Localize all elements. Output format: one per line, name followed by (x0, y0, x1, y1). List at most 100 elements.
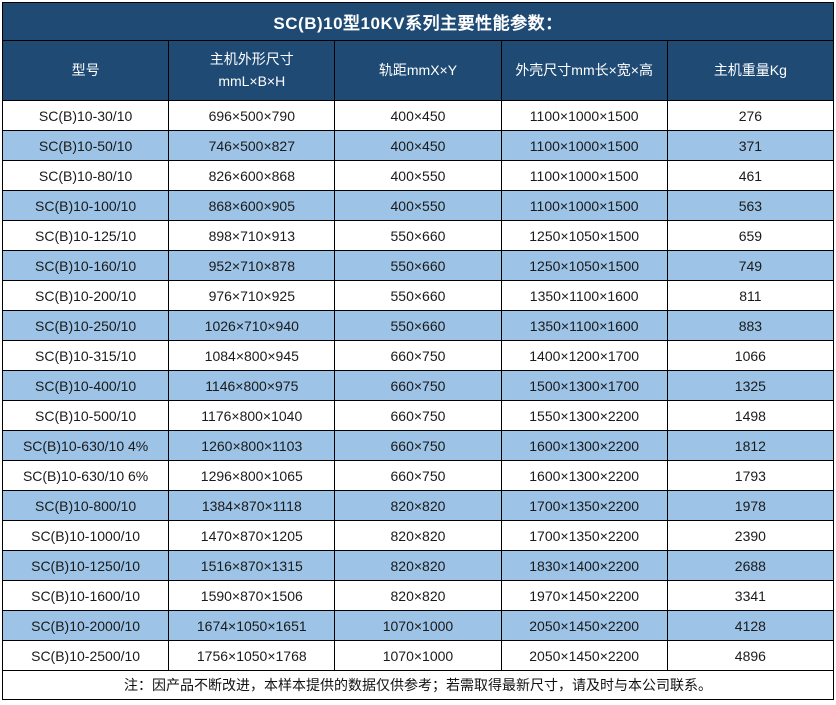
cell-model: SC(B)10-1600/10 (1, 580, 170, 611)
cell-weight: 4896 (666, 640, 835, 671)
cell-rail: 660×750 (334, 430, 502, 461)
cell-model: SC(B)10-2500/10 (1, 640, 170, 671)
cell-dims: 696×500×790 (168, 100, 336, 131)
cell-shell: 1350×1100×1600 (500, 280, 668, 311)
cell-weight: 1066 (666, 340, 835, 371)
cell-rail: 820×820 (334, 550, 502, 581)
cell-shell: 2050×1450×2200 (500, 640, 668, 671)
table-row: SC(B)10-80/10 826×600×868 400×550 1100×1000… (1, 160, 835, 191)
column-header-weight: 主机重量Kg (666, 40, 835, 101)
cell-model: SC(B)10-1000/10 (1, 520, 170, 551)
column-header-dims: 主机外形尺寸 mmL×B×H (168, 40, 336, 101)
cell-shell: 1100×1000×1500 (500, 160, 668, 191)
cell-dims: 1084×800×945 (168, 340, 336, 371)
table-row: SC(B)10-200/10 976×710×925 550×660 1350×110… (1, 280, 835, 311)
cell-rail: 1070×1000 (334, 640, 502, 671)
table-row: SC(B)10-2000/10 1674×1050×1651 1070×1000 20… (1, 610, 835, 641)
cell-dims: 1516×870×1315 (168, 550, 336, 581)
table-row: SC(B)10-1600/10 1590×870×1506 820×820 1970×… (1, 580, 835, 611)
cell-dims: 1026×710×940 (168, 310, 336, 341)
cell-shell: 1250×1050×1500 (500, 220, 668, 251)
table-row: SC(B)10-250/10 1026×710×940 550×660 1350×11… (1, 310, 835, 341)
cell-model: SC(B)10-125/10 (1, 220, 170, 251)
cell-shell: 2050×1450×2200 (500, 610, 668, 641)
cell-model: SC(B)10-500/10 (1, 400, 170, 431)
table-row: SC(B)10-50/10 746×500×827 400×450 1100×1000… (1, 130, 835, 161)
cell-model: SC(B)10-1250/10 (1, 550, 170, 581)
cell-rail: 400×550 (334, 160, 502, 191)
cell-weight: 749 (666, 250, 835, 281)
title-row: SC(B)10型10KV系列主要性能参数： (2, 2, 834, 41)
table-row: SC(B)10-630/10 4% 1260×800×1103 660×750 160… (1, 430, 835, 461)
table-row: SC(B)10-2500/10 1756×1050×1768 1070×1000 20… (1, 640, 835, 671)
table-row: SC(B)10-1250/10 1516×870×1315 820×820 1830×… (1, 550, 835, 581)
cell-rail: 660×750 (334, 400, 502, 431)
cell-rail: 550×660 (334, 220, 502, 251)
cell-rail: 400×450 (334, 100, 502, 131)
cell-dims: 1756×1050×1768 (168, 640, 336, 671)
cell-weight: 2390 (666, 520, 835, 551)
cell-rail: 550×660 (334, 310, 502, 341)
cell-weight: 2688 (666, 550, 835, 581)
cell-rail: 660×750 (334, 460, 502, 491)
cell-weight: 276 (666, 100, 835, 131)
cell-weight: 883 (666, 310, 835, 341)
cell-shell: 1550×1300×2200 (500, 400, 668, 431)
cell-rail: 820×820 (334, 490, 502, 521)
cell-model: SC(B)10-250/10 (1, 310, 170, 341)
column-header-shell: 外壳尺寸mm长×宽×高 (500, 40, 668, 101)
table-row: SC(B)10-160/10 952×710×878 550×660 1250×105… (1, 250, 835, 281)
cell-rail: 820×820 (334, 520, 502, 551)
column-header-dims-line1: 主机外形尺寸 (209, 50, 294, 67)
table-row: SC(B)10-500/10 1176×800×1040 660×750 1550×1… (1, 400, 835, 431)
cell-shell: 1700×1350×2200 (500, 520, 668, 551)
table-row: SC(B)10-125/10 898×710×913 550×660 1250×105… (1, 220, 835, 251)
cell-dims: 952×710×878 (168, 250, 336, 281)
cell-model: SC(B)10-100/10 (1, 190, 170, 221)
cell-weight: 811 (666, 280, 835, 311)
cell-model: SC(B)10-80/10 (1, 160, 170, 191)
cell-model: SC(B)10-315/10 (1, 340, 170, 371)
cell-weight: 4128 (666, 610, 835, 641)
cell-dims: 898×710×913 (168, 220, 336, 251)
cell-dims: 1384×870×1118 (168, 490, 336, 521)
table-row: SC(B)10-630/10 6% 1296×800×1065 660×750 160… (1, 460, 835, 491)
cell-model: SC(B)10-50/10 (1, 130, 170, 161)
cell-dims: 746×500×827 (168, 130, 336, 161)
cell-dims: 868×600×905 (168, 190, 336, 221)
table-row: SC(B)10-800/10 1384×870×1118 820×820 1700×1… (1, 490, 835, 521)
cell-shell: 1100×1000×1500 (500, 130, 668, 161)
cell-shell: 1100×1000×1500 (500, 190, 668, 221)
cell-shell: 1250×1050×1500 (500, 250, 668, 281)
table-row: SC(B)10-100/10 868×600×905 400×550 1100×100… (1, 190, 835, 221)
cell-shell: 1600×1300×2200 (500, 430, 668, 461)
cell-model: SC(B)10-400/10 (1, 370, 170, 401)
column-header-rail: 轨距mmX×Y (334, 40, 502, 101)
column-header-dims-line2: mmL×B×H (218, 72, 286, 89)
footnote: 注：因产品不断改进，本样本提供的数据仅供参考；若需取得最新尺寸，请及时与本公司联… (2, 670, 834, 700)
cell-shell: 1830×1400×2200 (500, 550, 668, 581)
cell-weight: 1325 (666, 370, 835, 401)
cell-rail: 550×660 (334, 250, 502, 281)
cell-dims: 826×600×868 (168, 160, 336, 191)
table-row: SC(B)10-1000/10 1470×870×1205 820×820 1700×… (1, 520, 835, 551)
page-title: SC(B)10型10KV系列主要性能参数： (2, 2, 834, 41)
cell-dims: 1260×800×1103 (168, 430, 336, 461)
cell-weight: 1498 (666, 400, 835, 431)
cell-rail: 400×450 (334, 130, 502, 161)
cell-model: SC(B)10-200/10 (1, 280, 170, 311)
cell-model: SC(B)10-630/10 6% (1, 460, 170, 491)
cell-rail: 1070×1000 (334, 610, 502, 641)
cell-model: SC(B)10-630/10 4% (1, 430, 170, 461)
cell-rail: 660×750 (334, 340, 502, 371)
cell-weight: 1978 (666, 490, 835, 521)
cell-model: SC(B)10-2000/10 (1, 610, 170, 641)
cell-shell: 1350×1100×1600 (500, 310, 668, 341)
cell-model: SC(B)10-30/10 (1, 100, 170, 131)
cell-model: SC(B)10-160/10 (1, 250, 170, 281)
cell-dims: 1296×800×1065 (168, 460, 336, 491)
cell-dims: 1470×870×1205 (168, 520, 336, 551)
cell-weight: 1812 (666, 430, 835, 461)
